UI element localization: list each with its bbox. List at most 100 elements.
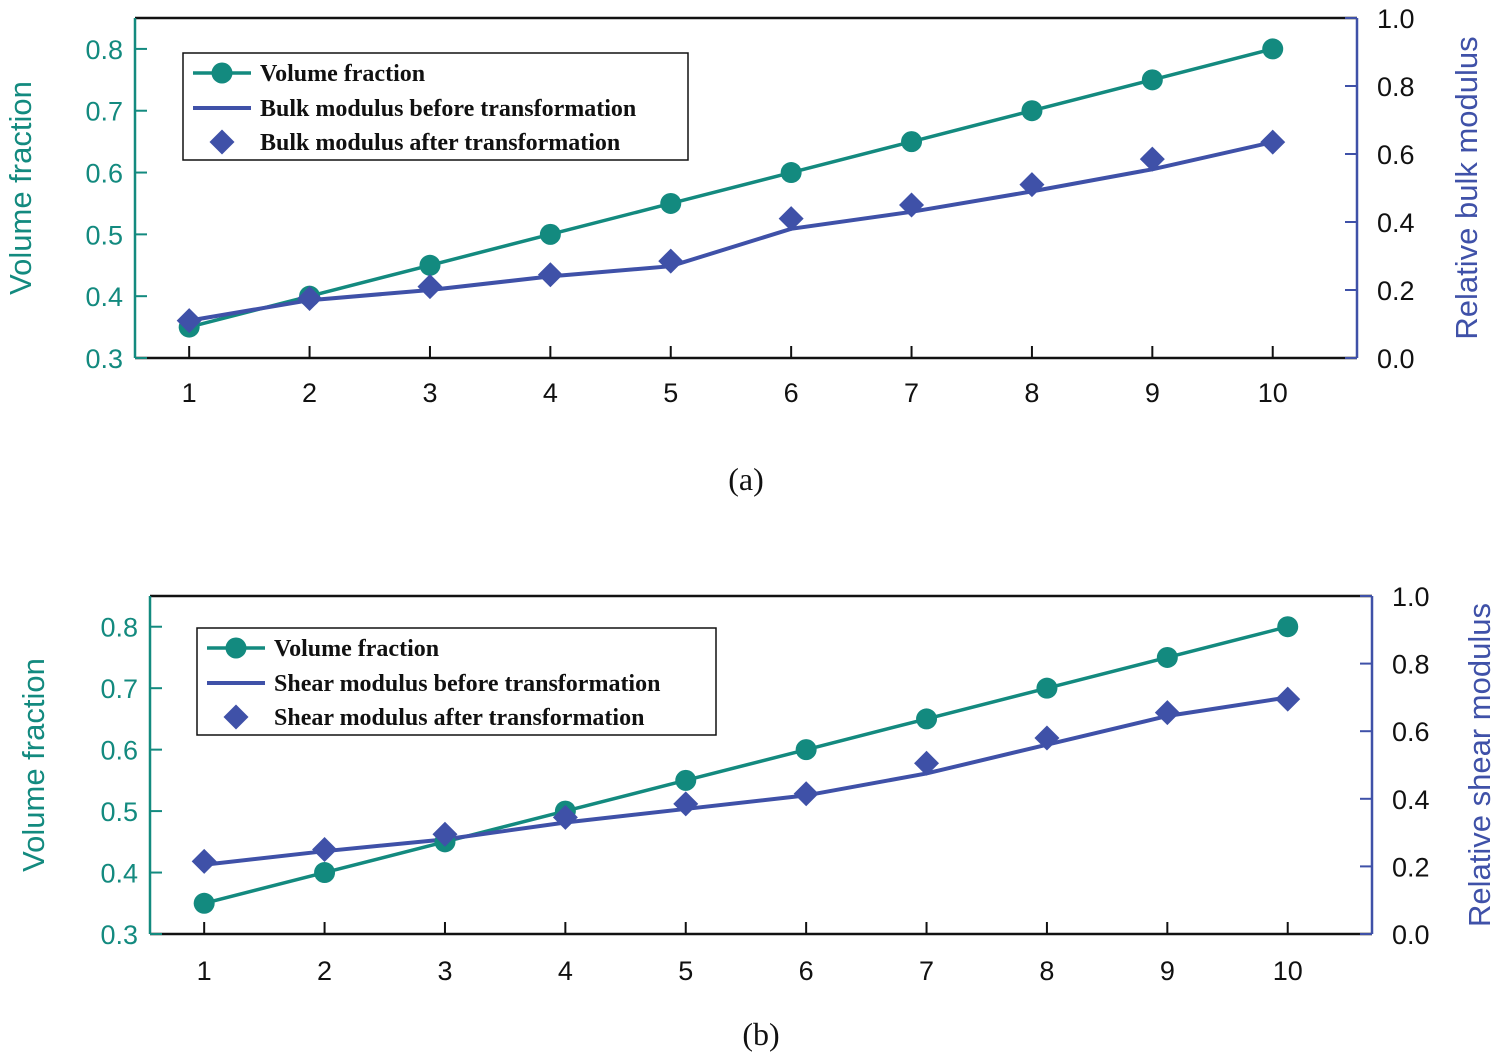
right-y-tick-label: 0.8 <box>1377 72 1415 102</box>
right-y-tick-label: 0.6 <box>1392 717 1430 747</box>
point-modulus-after <box>1019 172 1045 198</box>
right-axis-title: Relative shear modulus <box>1462 603 1497 927</box>
left-y-tick-label: 0.5 <box>85 220 123 250</box>
legend-marker-modulus-after <box>209 129 235 155</box>
x-tick-label: 4 <box>543 378 558 408</box>
x-tick-label: 5 <box>663 378 678 408</box>
right-y-tick-label: 0.4 <box>1377 208 1415 238</box>
point-volume-fraction <box>314 862 336 884</box>
right-y-tick-label: 0.8 <box>1392 650 1430 680</box>
legend-label-modulus-before: Shear modulus before transformation <box>274 671 660 697</box>
x-tick-label: 10 <box>1273 956 1303 986</box>
x-tick-label: 10 <box>1258 378 1288 408</box>
point-volume-fraction <box>1141 69 1163 91</box>
point-volume-fraction <box>916 708 938 730</box>
point-modulus-after <box>899 192 925 218</box>
point-modulus-after <box>312 837 338 862</box>
point-modulus-after <box>658 248 684 274</box>
right-y-tick-label: 0.2 <box>1392 852 1430 882</box>
point-modulus-after <box>432 821 458 847</box>
point-modulus-after <box>176 308 202 334</box>
point-modulus-after <box>1139 146 1165 172</box>
left-y-tick-label: 0.7 <box>85 97 123 127</box>
series-line-volume-fraction <box>203 625 1289 905</box>
left-y-tick-label: 0.6 <box>85 159 123 189</box>
right-y-tick-label: 0.4 <box>1392 785 1430 815</box>
point-modulus-after <box>778 206 804 232</box>
left-y-tick-label: 0.8 <box>85 35 123 65</box>
left-y-tick-label: 0.4 <box>100 859 138 889</box>
point-volume-fraction <box>419 254 441 276</box>
series-line-volume-fraction <box>188 47 1274 329</box>
x-tick-label: 4 <box>558 956 573 986</box>
x-tick-label: 9 <box>1160 956 1175 986</box>
series-line-modulus-before <box>188 140 1274 323</box>
legend-label-modulus-before: Bulk modulus before transformation <box>260 96 636 122</box>
point-modulus-after <box>1154 700 1180 726</box>
chart-caption: (a) <box>728 461 764 497</box>
legend-box <box>182 52 689 161</box>
right-y-tick-label: 0.0 <box>1392 920 1430 950</box>
x-tick-label: 2 <box>317 956 332 986</box>
legend-marker-volume-fraction <box>211 62 233 84</box>
point-modulus-after <box>914 750 940 776</box>
point-volume-fraction <box>780 162 802 184</box>
legend: Volume fraction Bulk modulus before trans… <box>182 52 689 161</box>
point-modulus-after <box>417 274 443 300</box>
x-tick-label: 1 <box>182 378 197 408</box>
left-y-tick-label: 0.8 <box>100 613 138 643</box>
x-tick-label: 6 <box>784 378 799 408</box>
point-modulus-after <box>191 848 217 874</box>
right-y-tick-label: 0.0 <box>1377 344 1415 374</box>
point-volume-fraction <box>1262 38 1284 60</box>
x-tick-label: 3 <box>422 378 437 408</box>
point-volume-fraction <box>539 223 561 245</box>
legend-label-modulus-after: Bulk modulus after transformation <box>260 130 620 156</box>
left-y-tick-label: 0.7 <box>100 674 138 704</box>
right-y-tick-label: 1.0 <box>1377 4 1415 34</box>
legend-marker-volume-fraction <box>225 637 247 659</box>
point-volume-fraction <box>1021 100 1043 122</box>
legend-marker-modulus-after <box>223 704 249 730</box>
legend-label-modulus-after: Shear modulus after transformation <box>274 705 644 731</box>
point-modulus-after <box>537 262 563 288</box>
x-tick-label: 1 <box>197 956 212 986</box>
right-y-tick-label: 1.0 <box>1392 582 1430 612</box>
point-modulus-after <box>673 791 699 817</box>
point-volume-fraction <box>1156 646 1178 668</box>
left-axis-title: Volume fraction <box>3 81 38 295</box>
x-tick-label: 7 <box>904 378 919 408</box>
point-volume-fraction <box>193 892 215 914</box>
point-modulus-after <box>552 804 578 830</box>
point-modulus-after <box>1275 686 1301 712</box>
x-tick-label: 8 <box>1039 956 1054 986</box>
left-y-tick-label: 0.4 <box>85 282 123 312</box>
point-modulus-after <box>297 286 323 311</box>
x-tick-label: 9 <box>1145 378 1160 408</box>
legend-box <box>196 627 717 736</box>
x-tick-label: 5 <box>678 956 693 986</box>
point-volume-fraction <box>1036 677 1058 699</box>
point-volume-fraction <box>675 769 697 791</box>
point-modulus-after <box>793 781 819 807</box>
x-tick-label: 7 <box>919 956 934 986</box>
legend: Volume fraction Shear modulus before tran… <box>196 627 717 736</box>
chart-b: 1 2 3 4 5 6 7 8 9 10 0.3 0.4 0.5 0.6 0.7 0.8 0.0 0.2 0.4 0.… <box>16 582 1497 1052</box>
point-volume-fraction <box>901 131 923 153</box>
point-volume-fraction <box>795 739 817 761</box>
legend-label-volume-fraction: Volume fraction <box>260 61 425 87</box>
point-volume-fraction <box>1277 616 1299 638</box>
left-y-tick-label: 0.5 <box>100 797 138 827</box>
x-tick-label: 2 <box>302 378 317 408</box>
x-tick-label: 8 <box>1024 378 1039 408</box>
right-y-tick-label: 0.2 <box>1377 276 1415 306</box>
x-tick-label: 3 <box>437 956 452 986</box>
right-y-tick-label: 0.6 <box>1377 140 1415 170</box>
left-y-tick-label: 0.6 <box>100 736 138 766</box>
left-y-tick-label: 0.3 <box>85 344 123 374</box>
left-axis-title: Volume fraction <box>16 658 51 872</box>
chart-a: 1 2 3 4 5 6 7 8 9 10 0.3 0.4 0.5 0.6 0.7 0.8 0.0 0.2 0.4 0.… <box>3 4 1484 497</box>
point-volume-fraction <box>660 192 682 214</box>
right-axis-title: Relative bulk modulus <box>1449 36 1484 339</box>
